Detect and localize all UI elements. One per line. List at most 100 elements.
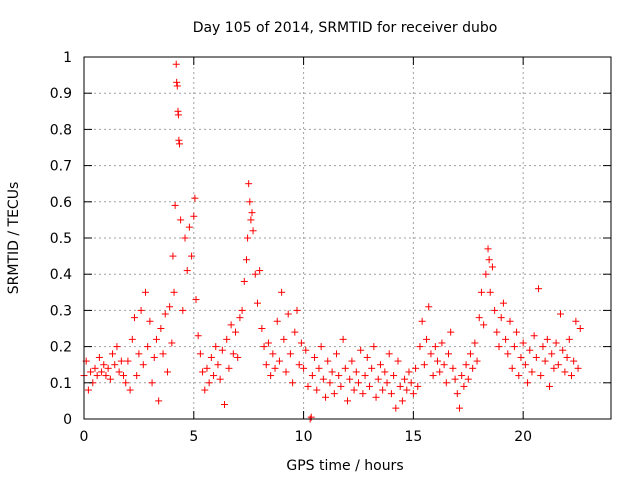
- data-point: [155, 397, 163, 405]
- data-point: [131, 314, 139, 322]
- data-point: [438, 339, 446, 347]
- data-point: [311, 353, 319, 361]
- data-point: [447, 328, 455, 336]
- data-point: [159, 350, 167, 358]
- data-point: [488, 263, 496, 271]
- plot-frame: [83, 56, 612, 420]
- data-point: [95, 353, 103, 361]
- data-point: [181, 234, 189, 242]
- data-point: [548, 350, 556, 358]
- data-point: [157, 325, 165, 332]
- data-point: [409, 390, 417, 398]
- data-point: [565, 335, 573, 343]
- y-tick-label: 0.2: [50, 340, 72, 356]
- data-point: [499, 299, 507, 307]
- data-point: [563, 353, 571, 361]
- data-point: [434, 357, 442, 365]
- data-point: [137, 306, 145, 314]
- data-point: [407, 379, 415, 387]
- data-point: [390, 372, 398, 380]
- data-point: [109, 350, 117, 358]
- data-point: [572, 317, 580, 325]
- data-point: [240, 277, 248, 285]
- data-point: [440, 361, 448, 369]
- data-point: [93, 372, 101, 380]
- data-point: [346, 375, 354, 383]
- data-point: [249, 227, 257, 235]
- data-point: [550, 364, 558, 372]
- data-point: [98, 368, 106, 376]
- axis-ticks: 00.10.20.30.40.50.60.70.80.910 5 10 15 20: [50, 50, 611, 445]
- data-point: [486, 288, 494, 296]
- data-point: [429, 372, 437, 380]
- data-point: [256, 267, 264, 275]
- data-point: [567, 372, 575, 380]
- x-tick-label: 20: [514, 429, 532, 445]
- data-point: [307, 413, 315, 421]
- data-point: [324, 357, 332, 365]
- data-point: [330, 390, 338, 398]
- data-point: [449, 364, 457, 372]
- data-point: [385, 350, 393, 358]
- data-point: [401, 375, 409, 383]
- data-point: [196, 350, 204, 358]
- data-points: [80, 60, 584, 423]
- data-point: [117, 357, 125, 365]
- y-axis-label: SRMTID / TECUs: [6, 182, 22, 295]
- data-point: [418, 317, 426, 325]
- y-tick-label: 0.7: [50, 159, 72, 175]
- data-point: [344, 397, 351, 405]
- data-point: [120, 372, 128, 380]
- data-point: [291, 328, 299, 336]
- data-point: [392, 404, 400, 412]
- data-point: [84, 386, 92, 394]
- data-point: [113, 343, 121, 351]
- data-point: [210, 372, 218, 380]
- data-point: [539, 343, 547, 351]
- data-point: [502, 335, 510, 343]
- data-point: [532, 353, 540, 361]
- y-tick-label: 0.3: [50, 303, 72, 319]
- data-point: [535, 285, 543, 293]
- data-point: [163, 368, 171, 376]
- data-point: [363, 353, 371, 361]
- x-tick-label: 5: [189, 429, 198, 445]
- data-point: [232, 328, 240, 336]
- y-tick-label: 1: [63, 50, 72, 66]
- data-point: [172, 60, 180, 68]
- data-point: [126, 386, 134, 394]
- y-tick-label: 0.8: [50, 122, 72, 138]
- data-point: [354, 379, 362, 387]
- data-point: [339, 335, 347, 343]
- data-point: [469, 364, 477, 372]
- data-point: [246, 198, 254, 206]
- data-point: [122, 379, 130, 387]
- data-point: [451, 375, 459, 383]
- data-point: [455, 404, 463, 412]
- data-point: [173, 78, 181, 86]
- data-point: [269, 350, 277, 358]
- data-point: [248, 209, 256, 217]
- data-point: [341, 364, 349, 372]
- data-point: [528, 368, 536, 376]
- data-point: [420, 361, 428, 369]
- data-point: [543, 335, 551, 343]
- data-point: [317, 343, 325, 351]
- chart-title: Day 105 of 2014, SRMTID for receiver dub…: [193, 20, 498, 36]
- data-point: [436, 368, 444, 376]
- data-point: [513, 328, 521, 336]
- data-point: [445, 350, 453, 358]
- data-point: [152, 335, 160, 343]
- data-point: [442, 379, 450, 387]
- data-point: [466, 350, 474, 358]
- data-point: [554, 361, 562, 369]
- data-point: [370, 343, 378, 351]
- data-point: [190, 212, 198, 220]
- y-tick-label: 0.9: [50, 86, 72, 102]
- data-point: [293, 306, 301, 314]
- data-point: [326, 379, 334, 387]
- data-point: [177, 216, 185, 224]
- data-point: [148, 379, 156, 387]
- data-point: [216, 375, 224, 383]
